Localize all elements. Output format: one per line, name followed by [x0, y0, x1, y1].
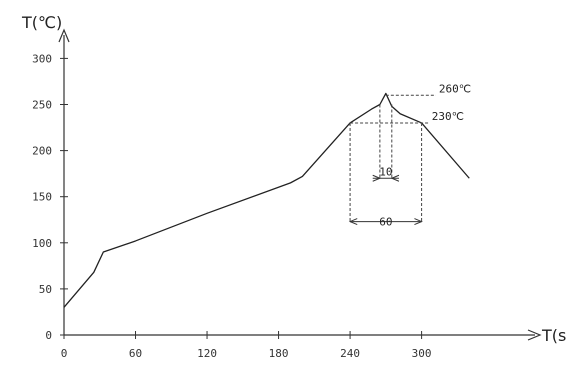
inner-measure-arrow-left — [372, 174, 382, 182]
y-axis-title: T(℃) — [21, 13, 62, 32]
x-axis-arrow — [527, 329, 542, 341]
x-axis: T(s — [64, 326, 566, 345]
x-tick-label: 300 — [412, 347, 432, 360]
outer-measure-arrow-left — [348, 218, 358, 226]
y-tick-label: 50 — [39, 283, 52, 296]
x-axis-title: T(s — [541, 326, 566, 345]
y-axis: T(℃) — [21, 13, 70, 335]
x-tick-label: 0 — [61, 347, 68, 360]
chart-marks: 0 50 100 150 200 250 300 0 60 120 180 240 300 260℃ 230… — [32, 52, 471, 360]
y-axis-arrow — [58, 28, 70, 43]
outer-width-label: 60 — [379, 216, 392, 229]
peak-label: 260℃ — [439, 82, 471, 95]
y-tick-label: 300 — [32, 52, 52, 65]
x-tick-label: 60 — [129, 347, 142, 360]
inner-measure-arrow-right — [390, 174, 400, 182]
x-tick-label: 120 — [197, 347, 217, 360]
x-tick-label: 180 — [269, 347, 289, 360]
y-tick-label: 150 — [32, 191, 52, 204]
y-tick-label: 0 — [45, 329, 52, 342]
x-tick-label: 240 — [340, 347, 360, 360]
inner-width-label: 10 — [379, 165, 392, 178]
y-tick-label: 250 — [32, 99, 52, 112]
y-tick-label: 100 — [32, 237, 52, 250]
temperature-profile-line — [63, 92, 470, 308]
level-label: 230℃ — [432, 110, 464, 123]
y-tick-label: 200 — [32, 145, 52, 158]
outer-measure-arrow-right — [414, 218, 423, 226]
